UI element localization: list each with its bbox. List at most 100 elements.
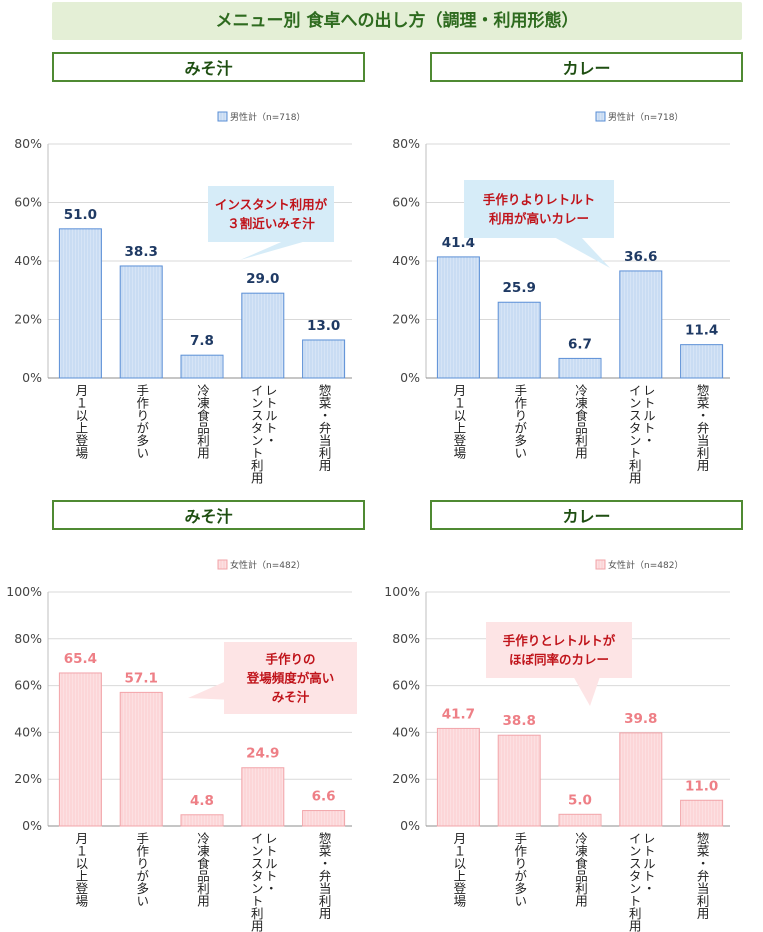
annotation-text: 手作りよりレトルト — [483, 192, 595, 207]
legend: 女性計（n=482） — [595, 559, 683, 571]
bar-value-label: 11.4 — [685, 323, 718, 339]
callout-box — [486, 622, 632, 678]
y-tick-label: 20% — [14, 771, 42, 786]
bar-value-label: 11.0 — [685, 778, 718, 794]
bar-value-label: 13.0 — [307, 318, 340, 334]
x-tick-label: 惣菜・弁当利用 — [316, 384, 332, 472]
bar — [241, 292, 285, 379]
bar-value-label: 5.0 — [568, 792, 592, 808]
callout-tail — [240, 241, 307, 260]
y-tick-label: 60% — [14, 195, 42, 210]
bar-chart: 0% 20% 40% 60% 80% 100% 65.4 57.1 4.8 24.9 6.6 女性計（… — [6, 559, 357, 833]
bar-value-label: 57.1 — [125, 670, 158, 686]
y-tick-label: 40% — [392, 724, 420, 739]
bar — [436, 727, 480, 827]
bar-value-label: 38.8 — [503, 713, 536, 729]
x-tick-label: レトルト・ インスタント利用 — [248, 384, 278, 484]
bar-value-label: 65.4 — [64, 651, 97, 667]
legend-swatch — [217, 111, 228, 122]
y-tick-label: 40% — [14, 253, 42, 268]
legend-swatch — [595, 111, 606, 122]
legend-label: 男性計（n=718） — [608, 111, 683, 123]
y-tick-label: 20% — [392, 312, 420, 327]
x-tick-label: 月１以上登場 — [73, 832, 89, 907]
bar — [119, 691, 163, 827]
bar-value-label: 24.9 — [246, 746, 279, 762]
x-tick-label: 冷凍食品利用 — [195, 384, 210, 459]
bar-chart: 0% 20% 40% 60% 80% 51.0 38.3 7.8 29.0 13.0 男性計（n=7… — [14, 111, 352, 385]
y-tick-label: 20% — [14, 312, 42, 327]
callout-tail — [188, 681, 225, 700]
x-tick-label: レトルト・ インスタント利用 — [626, 832, 656, 932]
bar — [558, 813, 602, 827]
x-tick-label: 冷凍食品利用 — [573, 384, 588, 459]
y-tick-label: 0% — [22, 370, 42, 385]
chart-title: カレー — [430, 500, 743, 530]
bar-value-label: 51.0 — [64, 207, 97, 223]
bar-value-label: 6.6 — [312, 789, 336, 805]
bar — [302, 339, 346, 379]
y-tick-label: 0% — [400, 370, 420, 385]
x-tick-label: 手作りが多い — [134, 384, 150, 459]
bar — [180, 354, 224, 379]
bar — [436, 256, 480, 379]
legend: 男性計（n=718） — [595, 111, 683, 123]
annotation-text: 手作りとレトルトが — [503, 633, 616, 648]
bar — [58, 228, 102, 379]
x-tick-label: 惣菜・弁当利用 — [316, 832, 332, 920]
bar — [180, 814, 224, 827]
x-tick-label: レトルト・ インスタント利用 — [626, 384, 656, 484]
y-tick-label: 0% — [22, 818, 42, 833]
y-tick-label: 100% — [384, 584, 420, 599]
x-tick-label: 手作りが多い — [134, 832, 150, 907]
callout-box — [208, 186, 334, 242]
legend-swatch — [217, 559, 228, 570]
y-tick-label: 40% — [14, 724, 42, 739]
y-tick-label: 80% — [392, 631, 420, 646]
legend-label: 男性計（n=718） — [230, 111, 305, 123]
chart-title: みそ汁 — [52, 52, 365, 82]
x-tick-label: レトルト・ インスタント利用 — [248, 832, 278, 932]
bar — [241, 767, 285, 827]
bar — [680, 799, 724, 827]
bar — [680, 344, 724, 379]
bar — [58, 672, 102, 827]
bar-chart: 0% 20% 40% 60% 80% 41.4 25.9 6.7 36.6 11.4 男性計（n=7… — [392, 111, 730, 385]
x-tick-label: 冷凍食品利用 — [573, 832, 588, 907]
annotation-text: ３割近いみそ汁 — [227, 216, 315, 231]
x-tick-label: 手作りが多い — [512, 384, 528, 459]
x-tick-label: 月１以上登場 — [451, 384, 467, 459]
y-tick-label: 60% — [392, 678, 420, 693]
bar-value-label: 41.4 — [442, 235, 475, 251]
legend-label: 女性計（n=482） — [608, 559, 683, 571]
bar-value-label: 7.8 — [190, 333, 214, 349]
bar-value-label: 29.0 — [246, 271, 279, 287]
annotation-text: 手作りの — [265, 652, 315, 667]
callout-tail — [573, 677, 600, 706]
bar — [497, 301, 541, 379]
x-tick-label: 手作りが多い — [512, 832, 528, 907]
bar — [119, 265, 163, 379]
y-tick-label: 60% — [392, 195, 420, 210]
y-tick-label: 40% — [392, 253, 420, 268]
bar-value-label: 39.8 — [624, 711, 657, 727]
y-tick-label: 100% — [6, 584, 42, 599]
annotation-text: 利用が高いカレー — [489, 211, 589, 226]
annotation-text: インスタント利用が — [215, 197, 328, 212]
bar — [558, 357, 602, 379]
bar — [619, 270, 663, 379]
bar-value-label: 38.3 — [125, 244, 158, 260]
bar — [619, 732, 663, 827]
bar-value-label: 4.8 — [190, 793, 214, 809]
bar-value-label: 6.7 — [568, 336, 592, 352]
x-tick-label: 月１以上登場 — [451, 832, 467, 907]
annotation-text: ほぼ同率のカレー — [509, 652, 609, 667]
y-tick-label: 80% — [14, 136, 42, 151]
chart-title: みそ汁 — [52, 500, 365, 530]
callout-box — [464, 180, 614, 238]
legend-swatch — [595, 559, 606, 570]
callout: インスタント利用が ３割近いみそ汁 — [208, 186, 334, 260]
